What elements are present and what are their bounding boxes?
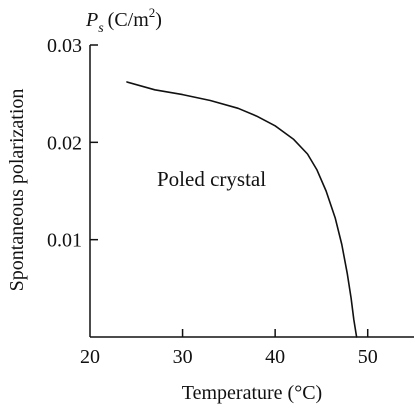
x-axis-title: Temperature (°C) <box>182 382 322 404</box>
y-unit-label: Ps (C/m2) <box>85 5 162 36</box>
y-unit-suffix: ) <box>155 9 162 31</box>
x-tick-label: 40 <box>265 346 285 368</box>
polarization-curve <box>126 81 358 338</box>
x-ticks-group: 20 30 40 50 <box>80 329 378 368</box>
y-unit-symbol: P <box>85 9 98 31</box>
x-tick-label: 50 <box>358 346 378 368</box>
series-layer <box>126 81 358 338</box>
y-tick-label: 0.01 <box>47 230 82 252</box>
y-tick-label: 0.03 <box>47 35 82 57</box>
y-ticks-group: 0.01 0.02 0.03 <box>47 35 98 252</box>
y-axis-title: Spontaneous polarization <box>6 89 28 292</box>
y-unit-power: 2 <box>149 5 156 20</box>
y-unit-prefix: (C/m <box>108 9 150 31</box>
x-tick-label: 30 <box>173 346 193 368</box>
y-tick-label: 0.02 <box>47 132 82 154</box>
poled-crystal-annotation: Poled crystal <box>157 167 266 191</box>
x-tick-label: 20 <box>80 346 100 368</box>
y-unit-subscript: s <box>98 21 104 36</box>
